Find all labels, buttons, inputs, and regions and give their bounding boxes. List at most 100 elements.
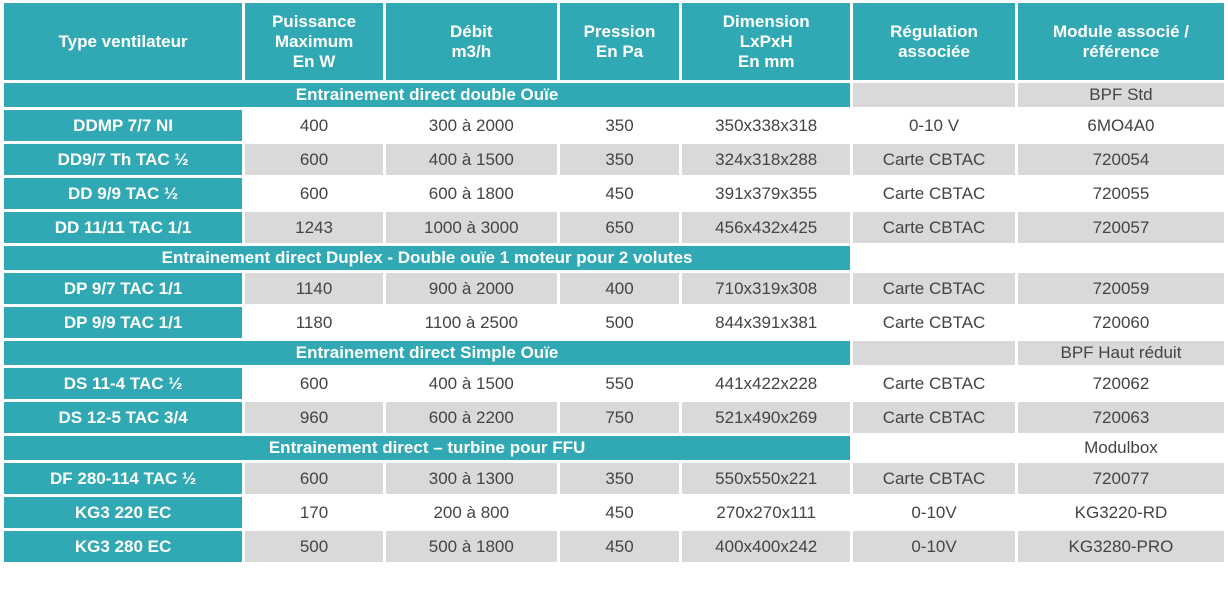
cell-module: 720063 [1017,402,1224,433]
cell-pressure: 750 [559,402,680,433]
group-note: Modulbox [1017,436,1224,460]
table-row: DD9/7 Th TAC ½ 600 400 à 1500 350 324x31… [4,144,1224,175]
cell-pressure: 400 [559,273,680,304]
cell-dimension: 710x319x308 [682,273,851,304]
cell-flow: 1100 à 2500 [385,307,557,338]
cell-regulation: Carte CBTAC [853,178,1015,209]
cell-regulation: 0-10V [853,497,1015,528]
cell-dimension: 324x318x288 [682,144,851,175]
cell-regulation: Carte CBTAC [853,212,1015,243]
cell-power: 600 [245,463,383,494]
cell-flow: 400 à 1500 [385,368,557,399]
cell-type: KG3 280 EC [4,531,243,562]
header-pressure-line: En Pa [595,41,644,61]
cell-dimension: 400x400x242 [682,531,851,562]
cell-pressure: 450 [559,531,680,562]
cell-dimension: 441x422x228 [682,368,851,399]
table-row: DP 9/7 TAC 1/1 1140 900 à 2000 400 710x3… [4,273,1224,304]
cell-module: KG3220-RD [1017,497,1224,528]
cell-type: DF 280-114 TAC ½ [4,463,243,494]
header-power-line: En W [292,51,336,71]
cell-dimension: 456x432x425 [682,212,851,243]
cell-regulation: Carte CBTAC [853,463,1015,494]
header-flow-line: m3/h [451,41,492,61]
cell-dimension: 521x490x269 [682,402,851,433]
group-title: Entrainement direct double Ouïe [4,83,851,107]
cell-module: 720057 [1017,212,1224,243]
cell-flow: 300 à 2000 [385,110,557,141]
cell-type: DD 11/11 TAC 1/1 [4,212,243,243]
cell-dimension: 350x338x318 [682,110,851,141]
cell-power: 960 [245,402,383,433]
cell-module: 720054 [1017,144,1224,175]
group-header-row: Entrainement direct double Ouïe BPF Std [4,83,1224,107]
group-header-row: Entrainement direct Duplex - Double ouïe… [4,246,1224,270]
table-row: DS 12-5 TAC 3/4 960 600 à 2200 750 521x4… [4,402,1224,433]
cell-pressure: 650 [559,212,680,243]
cell-flow: 900 à 2000 [385,273,557,304]
cell-regulation: Carte CBTAC [853,307,1015,338]
cell-regulation: 0-10V [853,531,1015,562]
cell-type: DD 9/9 TAC ½ [4,178,243,209]
group-empty-cell [853,436,1015,460]
cell-flow: 600 à 1800 [385,178,557,209]
cell-module: 720059 [1017,273,1224,304]
group-title: Entrainement direct Simple Ouïe [4,341,851,365]
cell-power: 600 [245,144,383,175]
table-row: DP 9/9 TAC 1/1 1180 1100 à 2500 500 844x… [4,307,1224,338]
cell-regulation: Carte CBTAC [853,144,1015,175]
cell-module: 720060 [1017,307,1224,338]
cell-pressure: 500 [559,307,680,338]
group-empty-cell [853,341,1015,365]
table-row: DD 9/9 TAC ½ 600 600 à 1800 450 391x379x… [4,178,1224,209]
group-title: Entrainement direct Duplex - Double ouïe… [4,246,851,270]
cell-type: DS 11-4 TAC ½ [4,368,243,399]
cell-module: 720077 [1017,463,1224,494]
group-header-row: Entrainement direct – turbine pour FFU M… [4,436,1224,460]
cell-pressure: 550 [559,368,680,399]
cell-regulation: Carte CBTAC [853,402,1015,433]
header-module-line: Module associé / [1052,21,1189,41]
header-dimension-line: En mm [737,51,795,71]
cell-module: KG3280-PRO [1017,531,1224,562]
cell-type: DD9/7 Th TAC ½ [4,144,243,175]
header-dimension: Dimension LxPxH En mm [682,3,851,80]
cell-pressure: 350 [559,144,680,175]
header-regulation-line: associée [898,41,970,61]
cell-pressure: 350 [559,110,680,141]
header-regulation-line: Régulation [890,21,978,41]
cell-flow: 300 à 1300 [385,463,557,494]
cell-flow: 600 à 2200 [385,402,557,433]
table-row: DF 280-114 TAC ½ 600 300 à 1300 350 550x… [4,463,1224,494]
header-power-line: Puissance [271,11,357,31]
cell-power: 170 [245,497,383,528]
cell-flow: 400 à 1500 [385,144,557,175]
group-note: BPF Haut réduit [1017,341,1224,365]
fan-spec-table: Type ventilateur Puissance Maximum En W … [1,0,1227,565]
header-dimension-line: Dimension [722,11,810,31]
header-flow: Débit m3/h [385,3,557,80]
header-dimension-line: LxPxH [739,31,793,51]
header-regulation: Régulation associée [853,3,1015,80]
cell-power: 1243 [245,212,383,243]
cell-type: DP 9/9 TAC 1/1 [4,307,243,338]
cell-power: 600 [245,178,383,209]
group-note: BPF Std [1017,83,1224,107]
cell-power: 500 [245,531,383,562]
cell-pressure: 450 [559,497,680,528]
header-type: Type ventilateur [4,3,243,80]
cell-pressure: 450 [559,178,680,209]
table-row: DS 11-4 TAC ½ 600 400 à 1500 550 441x422… [4,368,1224,399]
table-row: DDMP 7/7 NI 400 300 à 2000 350 350x338x3… [4,110,1224,141]
cell-pressure: 350 [559,463,680,494]
group-title: Entrainement direct – turbine pour FFU [4,436,851,460]
cell-dimension: 270x270x111 [682,497,851,528]
table-row: KG3 220 EC 170 200 à 800 450 270x270x111… [4,497,1224,528]
header-pressure-line: Pression [583,21,656,41]
cell-dimension: 844x391x381 [682,307,851,338]
cell-power: 400 [245,110,383,141]
header-flow-line: Débit [450,21,493,41]
cell-power: 600 [245,368,383,399]
cell-type: DDMP 7/7 NI [4,110,243,141]
header-pressure: Pression En Pa [559,3,680,80]
